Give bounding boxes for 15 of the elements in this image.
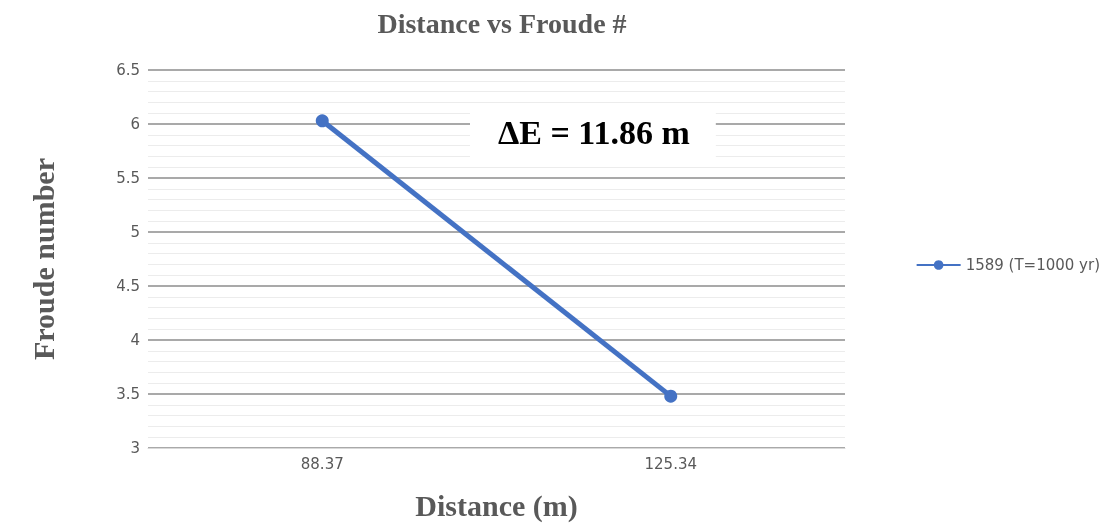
y-tick-label: 3 — [130, 439, 140, 457]
y-tick-label: 5.5 — [116, 169, 140, 187]
x-axis-title: Distance (m) — [415, 488, 578, 523]
y-tick-label: 3.5 — [116, 385, 140, 403]
x-tick-label: 125.34 — [644, 454, 697, 473]
chart-title: Distance vs Froude # — [377, 7, 627, 39]
y-tick-label: 5 — [130, 223, 140, 241]
legend-label: 1589 (T=1000 yr) — [965, 256, 1101, 274]
y-tick-label: 6 — [130, 115, 140, 133]
y-tick-label: 6.5 — [116, 61, 140, 79]
y-axis-title: Froude number — [26, 158, 60, 360]
x-tick-label: 88.37 — [300, 454, 344, 473]
y-tick-label: 4 — [130, 331, 140, 349]
annotation: ΔE = 11.86 m — [498, 113, 690, 151]
y-tick-label: 4.5 — [116, 277, 140, 295]
